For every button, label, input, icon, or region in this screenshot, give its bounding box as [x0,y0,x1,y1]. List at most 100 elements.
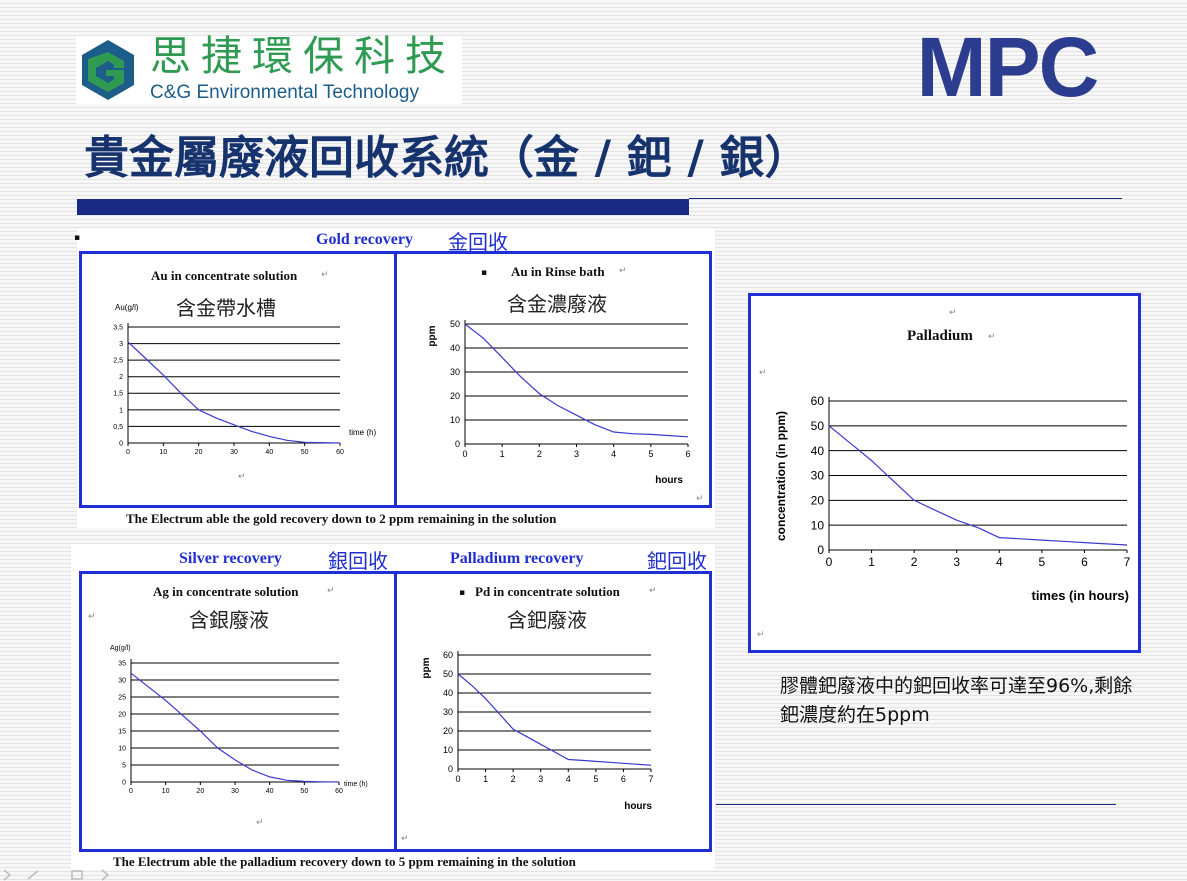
y-tick-label: 1,5 [113,391,123,398]
y-tick-label: 20 [443,726,453,736]
chart-subtitle: 含金濃廢液 [507,292,607,316]
return-mark: ↵ [327,586,335,596]
x-tick-label: 40 [266,788,274,795]
y-tick-label: 10 [450,415,460,425]
x-tick-label: 2 [511,774,516,784]
y-tick-label: 0 [455,439,460,449]
y-tick-label: 30 [811,469,825,483]
y-tick-label: 30 [118,677,126,684]
logo-block [76,36,462,104]
x-axis-label: hours [655,475,683,486]
return-mark: ↵ [321,270,329,280]
silver-heading-cn: 銀回收 [328,549,388,573]
x-tick-label: 10 [162,788,170,795]
gold-caption: The Electrum able the gold recovery down… [126,511,557,526]
x-tick-label: 3 [574,449,579,459]
pen-icon [27,870,39,880]
return-mark: ↵ [759,368,767,378]
y-tick-label: 0 [119,440,123,447]
x-tick-label: 3 [538,774,543,784]
x-tick-label: 10 [159,449,167,456]
x-tick-label: 0 [462,449,467,459]
x-axis-label: time (h) [344,781,368,788]
x-axis-label: time (h) [349,428,376,437]
y-axis-label: Ag(g/l) [110,645,131,652]
bullet-mark: ▪ [74,233,81,243]
x-tick-label: 5 [648,449,653,459]
chart-title: Au in concentrate solution [151,268,298,283]
y-tick-label: 50 [443,669,453,679]
return-mark: ↵ [949,308,957,318]
x-tick-label: 0 [129,788,133,795]
title-rule [689,198,1122,199]
y-tick-label: 50 [811,419,825,433]
y-tick-label: 10 [811,518,825,532]
return-mark: ↵ [256,818,264,828]
x-axis-label: hours [624,801,652,812]
series-line [127,341,341,444]
bottom-rule [716,804,1116,805]
y-tick-label: 40 [450,343,460,353]
y-tick-label: 10 [118,745,126,752]
menu-icon [71,870,83,880]
x-tick-label: 20 [195,449,203,456]
y-tick-label: 20 [450,391,460,401]
x-tick-label: 7 [648,774,653,784]
chart-subtitle: 含鈀廢液 [507,608,587,632]
company-name-en: C&G Environmental Technology [150,82,419,103]
mpc-logo-text: MPC [917,30,1098,102]
gold-heading-cn: 金回收 [448,230,508,254]
return-mark: ↵ [619,266,627,276]
silver-heading: Silver recovery [179,550,282,567]
title-accent-bar [77,199,689,215]
y-tick-label: 20 [811,494,825,508]
y-tick-label: 60 [811,394,825,408]
bullet-mark: ▪ [481,268,488,278]
y-tick-label: 35 [118,660,126,667]
mpc-logo: MPC [917,30,1100,102]
gold-heading: Gold recovery [316,231,414,248]
x-tick-label: 4 [566,774,571,784]
x-tick-label: 20 [196,788,204,795]
x-tick-label: 30 [231,788,239,795]
x-tick-label: 60 [335,788,343,795]
next-slide-icon [101,869,110,881]
chart-panel-pd-concentrate: ▪ Pd in concentrate solution ↵ 含鈀廢液 0 10 2… [394,571,712,852]
y-tick-label: 1 [119,407,123,414]
return-mark: ↵ [988,332,996,342]
y-tick-label: 60 [443,650,453,660]
series-line [130,672,340,783]
recovery-note: 膠體鈀廢液中的鈀回收率可達至96%,剩餘鈀濃度約在5ppm [780,675,1133,726]
y-tick-label: 20 [118,711,126,718]
x-tick-label: 50 [301,449,309,456]
x-tick-label: 1 [868,555,875,569]
return-mark: ↵ [649,586,657,596]
y-axis-label: ppm [421,657,432,678]
return-mark: ↵ [696,494,704,504]
x-tick-label: 0 [826,555,833,569]
y-tick-label: 3 [119,341,123,348]
y-tick-label: 0 [448,764,453,774]
y-tick-label: 15 [118,728,126,735]
bullet-mark: ▪ [459,588,466,598]
slide-nav-icons[interactable] [0,868,130,881]
x-tick-label: 6 [685,449,690,459]
chart-panel-au-rinse: ▪ Au in Rinse bath ↵ 含金濃廢液 0 10 20 30 40 50 0 1… [394,251,712,508]
chart-pd-concentrate: 0 10 20 30 40 50 60 0 1 2 3 4 5 6 7 hours ppm [421,650,654,812]
y-tick-label: 40 [811,444,825,458]
y-tick-label: 0 [817,543,824,557]
palladium-caption: The Electrum able the palladium recovery… [113,854,576,869]
chart-au-rinse: 0 10 20 30 40 50 0 1 2 3 4 5 6 hours ppm [427,319,691,486]
palladium-heading: Palladium recovery [450,550,584,567]
chart-title: Ag in concentrate solution [153,584,299,599]
x-tick-label: 60 [336,449,344,456]
y-axis-label: ppm [427,325,438,346]
x-tick-label: 7 [1124,555,1131,569]
x-tick-label: 4 [611,449,616,459]
y-axis-label: concentration (in ppm) [774,411,788,541]
x-tick-label: 4 [996,555,1003,569]
x-tick-label: 2 [537,449,542,459]
series-line [457,673,652,766]
page-title: 貴金屬廢液回收系統（金 / 鈀 / 銀） [84,131,810,184]
